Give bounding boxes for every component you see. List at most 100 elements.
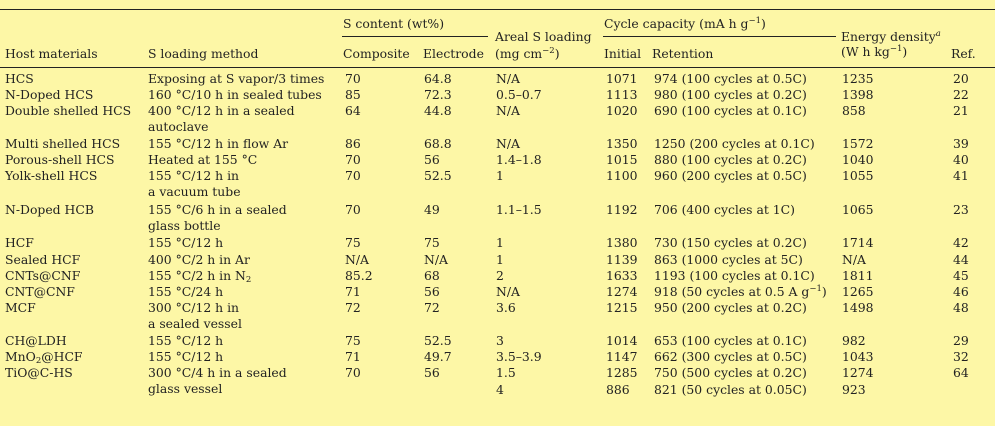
- row-method: 155 °C/2 h in N2: [148, 268, 252, 285]
- row-areal: 1: [496, 252, 504, 267]
- row-method: Exposing at S vapor/3 times: [148, 71, 325, 86]
- row-electrode: 64.8: [424, 71, 452, 86]
- row-energy: 982: [842, 333, 866, 348]
- row-electrode: 56: [424, 284, 440, 299]
- row-ref: 39: [953, 136, 969, 151]
- row-retention: 690 (100 cycles at 0.1C): [654, 103, 807, 118]
- row-method-line2: autoclave: [148, 119, 209, 134]
- row-energy: 1055: [842, 168, 874, 183]
- row-initial: 1633: [606, 268, 638, 283]
- row-energy: 1274: [842, 365, 874, 380]
- row-electrode: 52.5: [424, 333, 452, 348]
- row-retention: 960 (200 cycles at 0.5C): [654, 168, 807, 183]
- row-retention: 880 (100 cycles at 0.2C): [654, 152, 807, 167]
- row-host: Sealed HCF: [5, 252, 81, 267]
- header-electrode: Electrode: [423, 46, 484, 61]
- header-rule: [0, 67, 995, 68]
- row-ref: 42: [953, 235, 969, 250]
- row-ref: 23: [953, 202, 969, 217]
- row-areal: N/A: [496, 71, 520, 86]
- row-ref: 40: [953, 152, 969, 167]
- row-method-line2: a sealed vessel: [148, 316, 242, 331]
- row-composite: 70: [345, 71, 361, 86]
- row-method: 155 °C/12 h in: [148, 168, 240, 183]
- row-method: 160 °C/10 h in sealed tubes: [148, 87, 322, 102]
- row-energy: 1040: [842, 152, 874, 167]
- row-areal: 0.5–0.7: [496, 87, 542, 102]
- row-areal: 1.5: [496, 365, 516, 380]
- row-composite: 86: [345, 136, 361, 151]
- row-electrode: 72.3: [424, 87, 452, 102]
- row-areal: 2: [496, 268, 504, 283]
- row-retention: 730 (150 cycles at 0.2C): [654, 235, 807, 250]
- header-energy-unit: (W h kg−1): [841, 44, 908, 59]
- row-ref: 41: [953, 168, 969, 183]
- row-electrode: 44.8: [424, 103, 452, 118]
- row-areal: N/A: [496, 103, 520, 118]
- row-areal: N/A: [496, 284, 520, 299]
- row-retention: 950 (200 cycles at 0.2C): [654, 300, 807, 315]
- row-method: 300 °C/4 h in a sealed: [148, 365, 287, 380]
- row-method-line2: glass vessel: [148, 381, 223, 396]
- row-ref: 46: [953, 284, 969, 299]
- row-composite: 85.2: [345, 268, 373, 283]
- row-retention: 653 (100 cycles at 0.1C): [654, 333, 807, 348]
- row-host: TiO@C-HS: [5, 365, 73, 380]
- header-retention: Retention: [652, 46, 714, 61]
- row-energy: 1572: [842, 136, 874, 151]
- row-ref: 45: [953, 268, 969, 283]
- row-initial: 1192: [606, 202, 638, 217]
- row-composite: 72: [345, 300, 361, 315]
- row-energy: 1235: [842, 71, 874, 86]
- row-composite: 85: [345, 87, 361, 102]
- row-composite: 75: [345, 333, 361, 348]
- row-areal: N/A: [496, 136, 520, 151]
- row-initial: 1147: [606, 349, 638, 364]
- row-initial: 886: [606, 382, 630, 397]
- header-s-content: S content (wt%): [343, 16, 445, 31]
- row-retention: 662 (300 cycles at 0.5C): [654, 349, 807, 364]
- row-energy: 1714: [842, 235, 874, 250]
- header-cycle-capacity: Cycle capacity (mA h g−1): [604, 16, 766, 31]
- row-initial: 1139: [606, 252, 638, 267]
- s-content-rule: [342, 36, 488, 37]
- row-energy: 1498: [842, 300, 874, 315]
- row-host: Porous-shell HCS: [5, 152, 115, 167]
- row-areal: 1.4–1.8: [496, 152, 542, 167]
- row-areal: 4: [496, 382, 504, 397]
- row-host: MCF: [5, 300, 36, 315]
- row-electrode: 72: [424, 300, 440, 315]
- row-electrode: 56: [424, 152, 440, 167]
- row-retention: 821 (50 cycles at 0.05C): [654, 382, 807, 397]
- row-composite: N/A: [345, 252, 369, 267]
- row-host: CNT@CNF: [5, 284, 75, 299]
- row-initial: 1113: [606, 87, 638, 102]
- row-host: N-Doped HCB: [5, 202, 94, 217]
- cycle-capacity-rule: [603, 36, 836, 37]
- row-initial: 1380: [606, 235, 638, 250]
- header-areal-line2: (mg cm−2): [495, 46, 560, 61]
- row-ref: 20: [953, 71, 969, 86]
- row-ref: 44: [953, 252, 969, 267]
- row-initial: 1285: [606, 365, 638, 380]
- row-method: 300 °C/12 h in: [148, 300, 240, 315]
- row-method: 155 °C/6 h in a sealed: [148, 202, 287, 217]
- row-electrode: N/A: [424, 252, 448, 267]
- row-composite: 70: [345, 168, 361, 183]
- row-areal: 1: [496, 168, 504, 183]
- row-electrode: 75: [424, 235, 440, 250]
- row-method-line2: a vacuum tube: [148, 184, 241, 199]
- row-initial: 1100: [606, 168, 638, 183]
- row-areal: 1.1–1.5: [496, 202, 542, 217]
- row-method: 400 °C/12 h in a sealed: [148, 103, 295, 118]
- row-method: 155 °C/12 h in flow Ar: [148, 136, 289, 151]
- row-ref: 21: [953, 103, 969, 118]
- row-electrode: 56: [424, 365, 440, 380]
- row-host: Multi shelled HCS: [5, 136, 121, 151]
- row-composite: 71: [345, 284, 361, 299]
- row-composite: 70: [345, 152, 361, 167]
- row-composite: 71: [345, 349, 361, 364]
- header-energy: Energy densitya: [841, 29, 941, 44]
- row-host: N-Doped HCS: [5, 87, 94, 102]
- row-areal: 3: [496, 333, 504, 348]
